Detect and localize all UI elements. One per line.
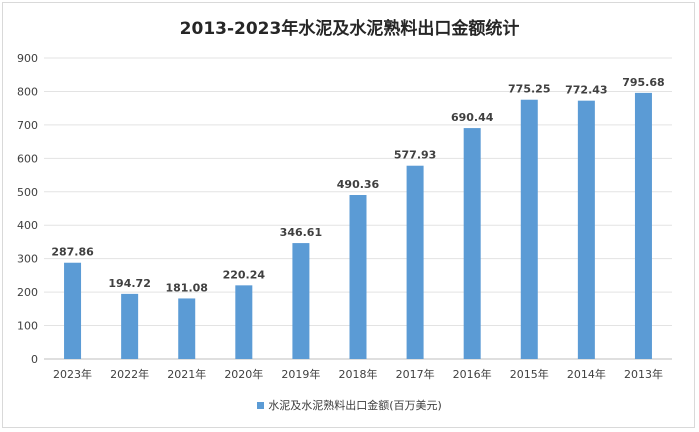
y-tick-label: 500 (17, 186, 38, 199)
data-label: 346.61 (280, 226, 322, 239)
y-tick-label: 800 (17, 85, 38, 98)
data-label: 287.86 (51, 246, 94, 259)
legend-swatch (257, 401, 265, 409)
data-label: 577.93 (394, 149, 436, 162)
x-tick-label: 2016年 (453, 367, 492, 381)
x-tick-label: 2020年 (224, 367, 263, 381)
data-label: 795.68 (622, 76, 664, 89)
bar (349, 195, 367, 359)
bar (634, 92, 652, 359)
data-label: 181.08 (166, 281, 208, 294)
x-tick-label: 2017年 (396, 367, 435, 381)
data-label: 490.36 (337, 178, 380, 191)
x-tick-label: 2022年 (110, 367, 149, 381)
data-label: 194.72 (108, 277, 150, 290)
data-label: 220.24 (223, 268, 266, 281)
bar (235, 285, 253, 359)
x-tick-label: 2015年 (510, 367, 549, 381)
y-tick-label: 900 (17, 52, 38, 65)
y-tick-label: 100 (17, 320, 38, 333)
bar (121, 293, 139, 359)
legend: 水泥及水泥熟料出口金额(百万美元) (0, 397, 699, 413)
x-tick-label: 2013年 (624, 367, 663, 381)
data-label: 775.25 (508, 83, 550, 96)
x-tick-label: 2021年 (167, 367, 206, 381)
bar (463, 128, 481, 359)
bar (292, 243, 310, 359)
bar (520, 99, 538, 359)
y-tick-label: 200 (17, 286, 38, 299)
legend-label: 水泥及水泥熟料出口金额(百万美元) (268, 399, 442, 412)
bar (406, 165, 424, 359)
x-tick-label: 2018年 (339, 367, 378, 381)
x-tick-label: 2019年 (281, 367, 320, 381)
bar (178, 298, 196, 359)
y-tick-label: 400 (17, 219, 38, 232)
bar (64, 262, 82, 359)
y-tick-label: 700 (17, 119, 38, 132)
x-tick-label: 2014年 (567, 367, 606, 381)
y-tick-label: 600 (17, 152, 38, 165)
bar (577, 100, 595, 360)
data-label: 690.44 (451, 111, 494, 124)
x-tick-label: 2023年 (53, 367, 92, 381)
y-tick-label: 0 (31, 353, 38, 366)
y-tick-label: 300 (17, 253, 38, 266)
chart-title: 2013-2023年水泥及水泥熟料出口金额统计 (179, 19, 520, 39)
data-label: 772.43 (565, 84, 607, 97)
